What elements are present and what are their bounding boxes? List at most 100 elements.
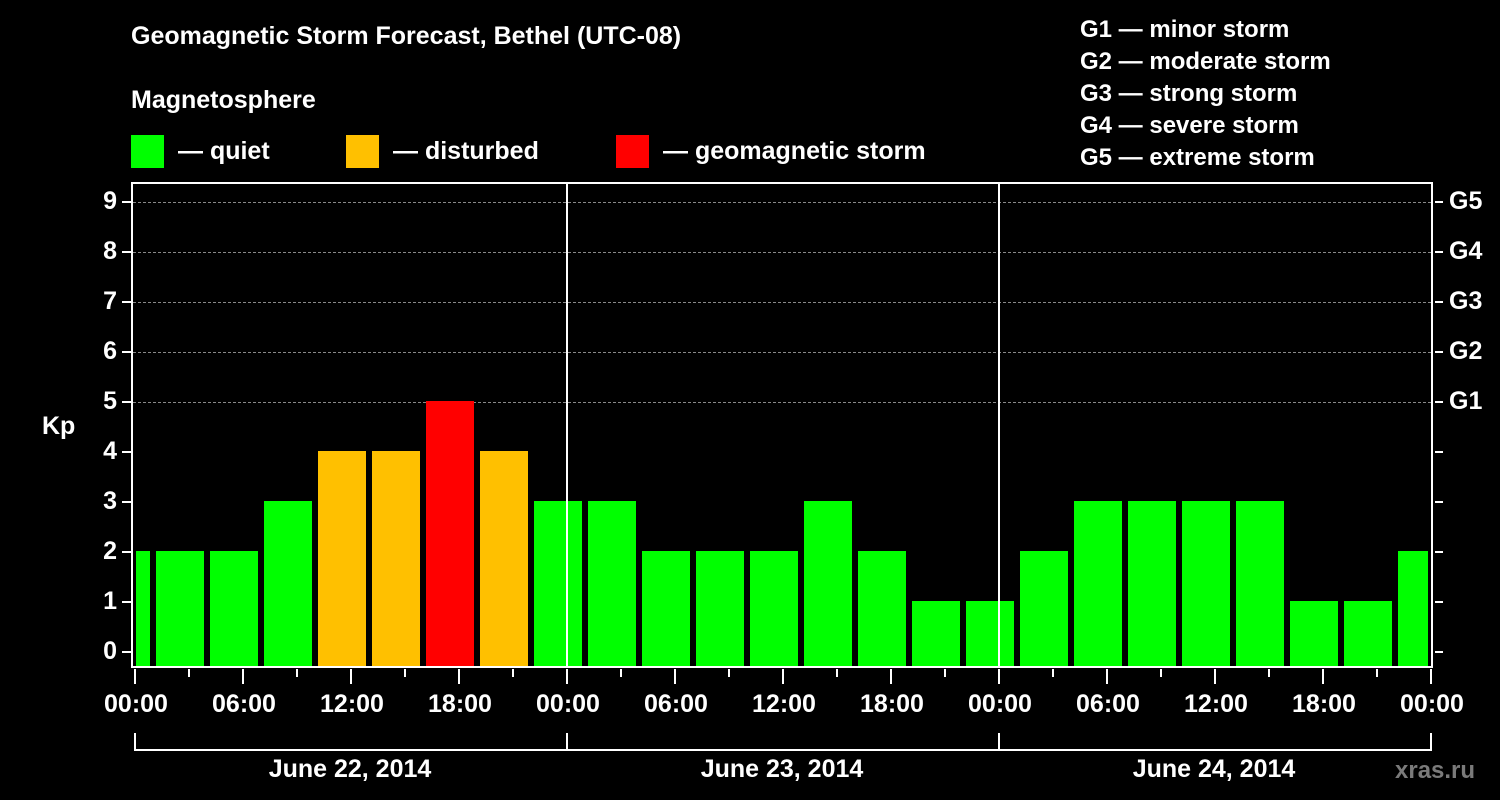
g-level-label: G2 — [1449, 337, 1483, 365]
x-tick-label: 18:00 — [1292, 690, 1356, 718]
chart-title: Geomagnetic Storm Forecast, Bethel (UTC-… — [131, 22, 682, 50]
legend-disturbed-label: — disturbed — [393, 136, 539, 165]
y-tick — [122, 601, 131, 603]
g-scale-item: G2 — moderate storm — [1080, 48, 1331, 75]
x-tick-major — [350, 669, 352, 684]
x-tick-minor — [512, 669, 514, 677]
date-bracket — [998, 733, 1432, 751]
x-tick-label: 06:00 — [644, 690, 708, 718]
x-tick-label: 12:00 — [752, 690, 816, 718]
kp-bar — [426, 401, 474, 667]
date-label: June 24, 2014 — [1132, 755, 1296, 783]
y-tick — [122, 651, 131, 653]
x-tick-minor — [404, 669, 406, 677]
kp-bar — [588, 501, 636, 667]
y-tick — [122, 451, 131, 453]
y-tick-label: 1 — [103, 587, 117, 615]
watermark: xras.ru — [1395, 757, 1476, 784]
x-tick-minor — [728, 669, 730, 677]
kp-bar — [696, 551, 744, 667]
y-tick-label: 2 — [103, 537, 117, 565]
legend-quiet-label: — quiet — [178, 136, 270, 165]
quiet-swatch-icon — [131, 134, 164, 168]
g-scale-item: G4 — severe storm — [1080, 112, 1299, 139]
x-tick-label: 12:00 — [1184, 690, 1248, 718]
kp-bar — [858, 551, 906, 667]
legend-storm: — geomagnetic storm — [616, 134, 926, 168]
x-tick-minor — [1268, 669, 1270, 677]
kp-bar — [264, 501, 312, 667]
g-scale-item: G5 — extreme storm — [1080, 144, 1315, 171]
kp-bar — [1182, 501, 1230, 667]
kp-bar — [136, 551, 150, 667]
g-level-label: G5 — [1449, 187, 1483, 215]
y-tick-label: 7 — [103, 287, 117, 315]
y-tick — [122, 551, 131, 553]
x-tick-major — [782, 669, 784, 684]
x-tick-label: 18:00 — [860, 690, 924, 718]
kp-bar — [210, 551, 258, 667]
g-scale-item: G1 — minor storm — [1080, 16, 1290, 43]
kp-bar — [1236, 501, 1284, 667]
x-tick-label: 06:00 — [1076, 690, 1140, 718]
g-level-label: G1 — [1449, 387, 1483, 415]
y-tick — [122, 401, 131, 403]
y-tick — [122, 301, 131, 303]
date-bracket — [134, 733, 568, 751]
y-tick-right — [1435, 201, 1443, 203]
y-tick — [122, 351, 131, 353]
day-separator — [998, 182, 1000, 668]
x-tick-major — [998, 669, 1000, 684]
kp-bar — [1020, 551, 1068, 667]
y-tick-right — [1435, 651, 1443, 653]
gridline — [133, 352, 1431, 353]
y-tick-right — [1435, 301, 1443, 303]
kp-bar — [1398, 551, 1428, 667]
date-label: June 23, 2014 — [700, 755, 864, 783]
legend-storm-label: — geomagnetic storm — [663, 136, 926, 165]
x-tick-label: 18:00 — [428, 690, 492, 718]
x-tick-minor — [836, 669, 838, 677]
kp-bar — [804, 501, 852, 667]
kp-bar — [1344, 601, 1392, 667]
kp-bar — [1074, 501, 1122, 667]
kp-bar — [912, 601, 960, 667]
gridline — [133, 252, 1431, 253]
y-tick-right — [1435, 601, 1443, 603]
x-tick-minor — [1160, 669, 1162, 677]
x-tick-minor — [620, 669, 622, 677]
kp-bar — [156, 551, 204, 667]
date-label: June 22, 2014 — [268, 755, 432, 783]
y-tick — [122, 251, 131, 253]
x-tick-label: 00:00 — [1400, 690, 1464, 718]
y-tick-label: 8 — [103, 237, 117, 265]
y-tick-label: 0 — [103, 637, 117, 665]
y-tick — [122, 501, 131, 503]
gridline — [133, 302, 1431, 303]
day-separator — [566, 182, 568, 668]
x-tick-label: 00:00 — [104, 690, 168, 718]
date-bracket — [566, 733, 1000, 751]
chart-subtitle: Magnetosphere — [131, 86, 316, 114]
x-tick-major — [1106, 669, 1108, 684]
y-tick-right — [1435, 251, 1443, 253]
storm-swatch-icon — [616, 134, 649, 168]
kp-bar — [1128, 501, 1176, 667]
y-tick-label: 3 — [103, 487, 117, 515]
g-level-label: G3 — [1449, 287, 1483, 315]
y-tick-right — [1435, 551, 1443, 553]
x-tick-major — [1430, 669, 1432, 684]
x-tick-label: 12:00 — [320, 690, 384, 718]
x-tick-major — [566, 669, 568, 684]
legend-quiet: — quiet — [131, 134, 270, 168]
y-tick-right — [1435, 401, 1443, 403]
kp-bar — [534, 501, 582, 667]
y-tick — [122, 201, 131, 203]
x-tick-major — [674, 669, 676, 684]
plot-frame — [131, 182, 1433, 668]
x-tick-minor — [1052, 669, 1054, 677]
y-tick-label: 5 — [103, 387, 117, 415]
gridline — [133, 202, 1431, 203]
g-scale-item: G3 — strong storm — [1080, 80, 1298, 107]
kp-bar — [372, 451, 420, 667]
